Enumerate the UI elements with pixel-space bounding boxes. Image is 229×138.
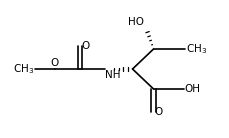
Text: CH$_3$: CH$_3$ bbox=[185, 42, 206, 56]
Text: O: O bbox=[154, 107, 162, 117]
Text: CH$_3$: CH$_3$ bbox=[13, 62, 34, 76]
Text: OH: OH bbox=[184, 84, 200, 94]
Text: O: O bbox=[81, 41, 89, 51]
Text: NH: NH bbox=[105, 70, 120, 79]
Text: HO: HO bbox=[128, 17, 143, 27]
Text: O: O bbox=[51, 59, 59, 68]
